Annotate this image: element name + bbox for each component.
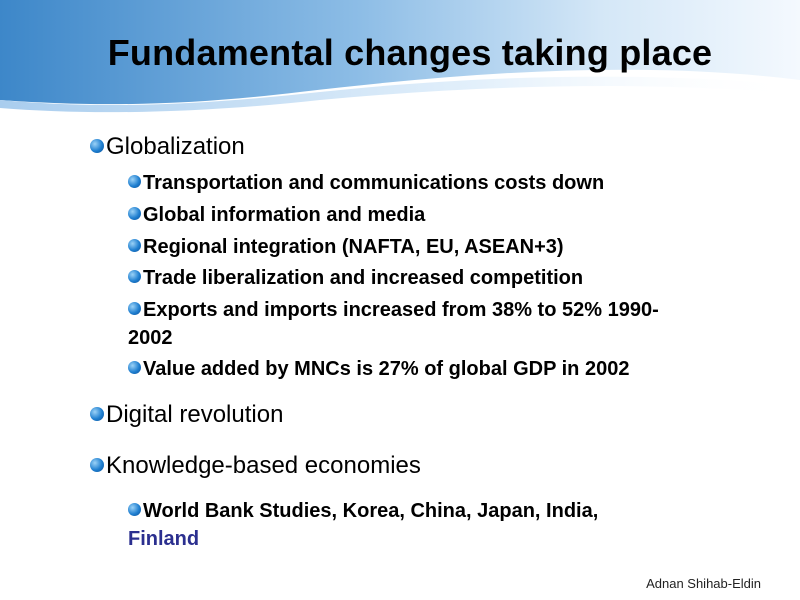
bullet-text: Value added by MNCs is 27% of global GDP… [143, 358, 630, 380]
bullet-dot-icon [128, 175, 141, 188]
bullet-dot-icon [128, 207, 141, 220]
bullet-dot-icon [128, 361, 141, 374]
bullet-dot-icon [90, 407, 104, 421]
bullet-level2: Regional integration (NAFTA, EU, ASEAN+3… [128, 233, 688, 261]
bullet-text: Global information and media [143, 204, 426, 226]
bullet-dot-icon [128, 302, 141, 315]
bullet-level1: Knowledge-based economies [90, 451, 421, 481]
bullet-dot-icon [128, 270, 141, 283]
bullet-level2: Transportation and communications costs … [128, 169, 688, 197]
bullet-text: Knowledge-based economies [106, 452, 421, 479]
header-swoosh [0, 0, 800, 113]
bullet-text: World Bank Studies, Korea, China, Japan,… [143, 500, 599, 522]
bullet-dot-icon [90, 139, 104, 153]
bullet-level1: Digital revolution [90, 400, 283, 430]
bullet-dot-icon [128, 239, 141, 252]
bullet-text: Digital revolution [106, 401, 284, 428]
bullet-text: Exports and imports increased from 38% t… [128, 299, 659, 349]
bullet-level2: World Bank Studies, Korea, China, Japan,… [128, 497, 663, 553]
highlight-finland: Finland [128, 528, 200, 550]
bullet-text: Regional integration (NAFTA, EU, ASEAN+3… [143, 236, 564, 258]
bullet-level2: Global information and media [128, 201, 688, 229]
bullet-level1: Globalization [90, 132, 245, 162]
bullet-text: Transportation and communications costs … [143, 172, 605, 194]
bullet-dot-icon [90, 458, 104, 472]
footer-author: Adnan Shihab-Eldin [646, 576, 761, 591]
bullet-text: Trade liberalization and increased compe… [143, 267, 584, 289]
slide-title: Fundamental changes taking place [107, 32, 713, 73]
bullet-level2: Value added by MNCs is 27% of global GDP… [128, 355, 688, 383]
bullet-text: Globalization [106, 133, 245, 160]
bullet-level2: Trade liberalization and increased compe… [128, 264, 688, 292]
bullet-level2: Exports and imports increased from 38% t… [128, 296, 663, 352]
bullet-dot-icon [128, 503, 141, 516]
